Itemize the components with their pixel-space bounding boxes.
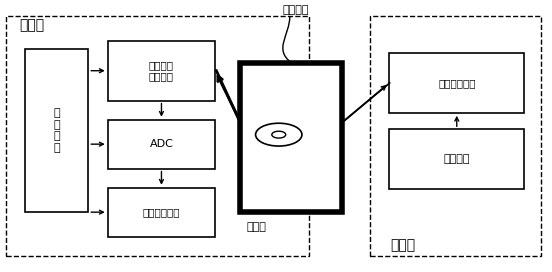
Bar: [370, 16, 541, 256]
Text: 发射机: 发射机: [390, 238, 416, 252]
Bar: [6, 16, 309, 256]
Text: 接收机: 接收机: [19, 19, 45, 33]
Text: 接收信号
调理电路: 接收信号 调理电路: [149, 60, 174, 82]
Bar: [108, 120, 215, 169]
Text: 发射控制电路: 发射控制电路: [438, 78, 475, 88]
Bar: [389, 129, 524, 189]
Text: 发射线圈: 发射线圈: [282, 5, 309, 14]
Bar: [240, 63, 342, 212]
Text: 磁探头: 磁探头: [247, 222, 267, 232]
Text: 发射电源: 发射电源: [443, 154, 470, 164]
Bar: [108, 188, 215, 237]
Bar: [25, 49, 88, 212]
Bar: [108, 41, 215, 101]
Text: 接
收
电
源: 接 收 电 源: [53, 108, 60, 153]
Bar: [389, 53, 524, 113]
Text: ADC: ADC: [150, 139, 173, 149]
Text: 数据处理平台: 数据处理平台: [143, 207, 180, 217]
